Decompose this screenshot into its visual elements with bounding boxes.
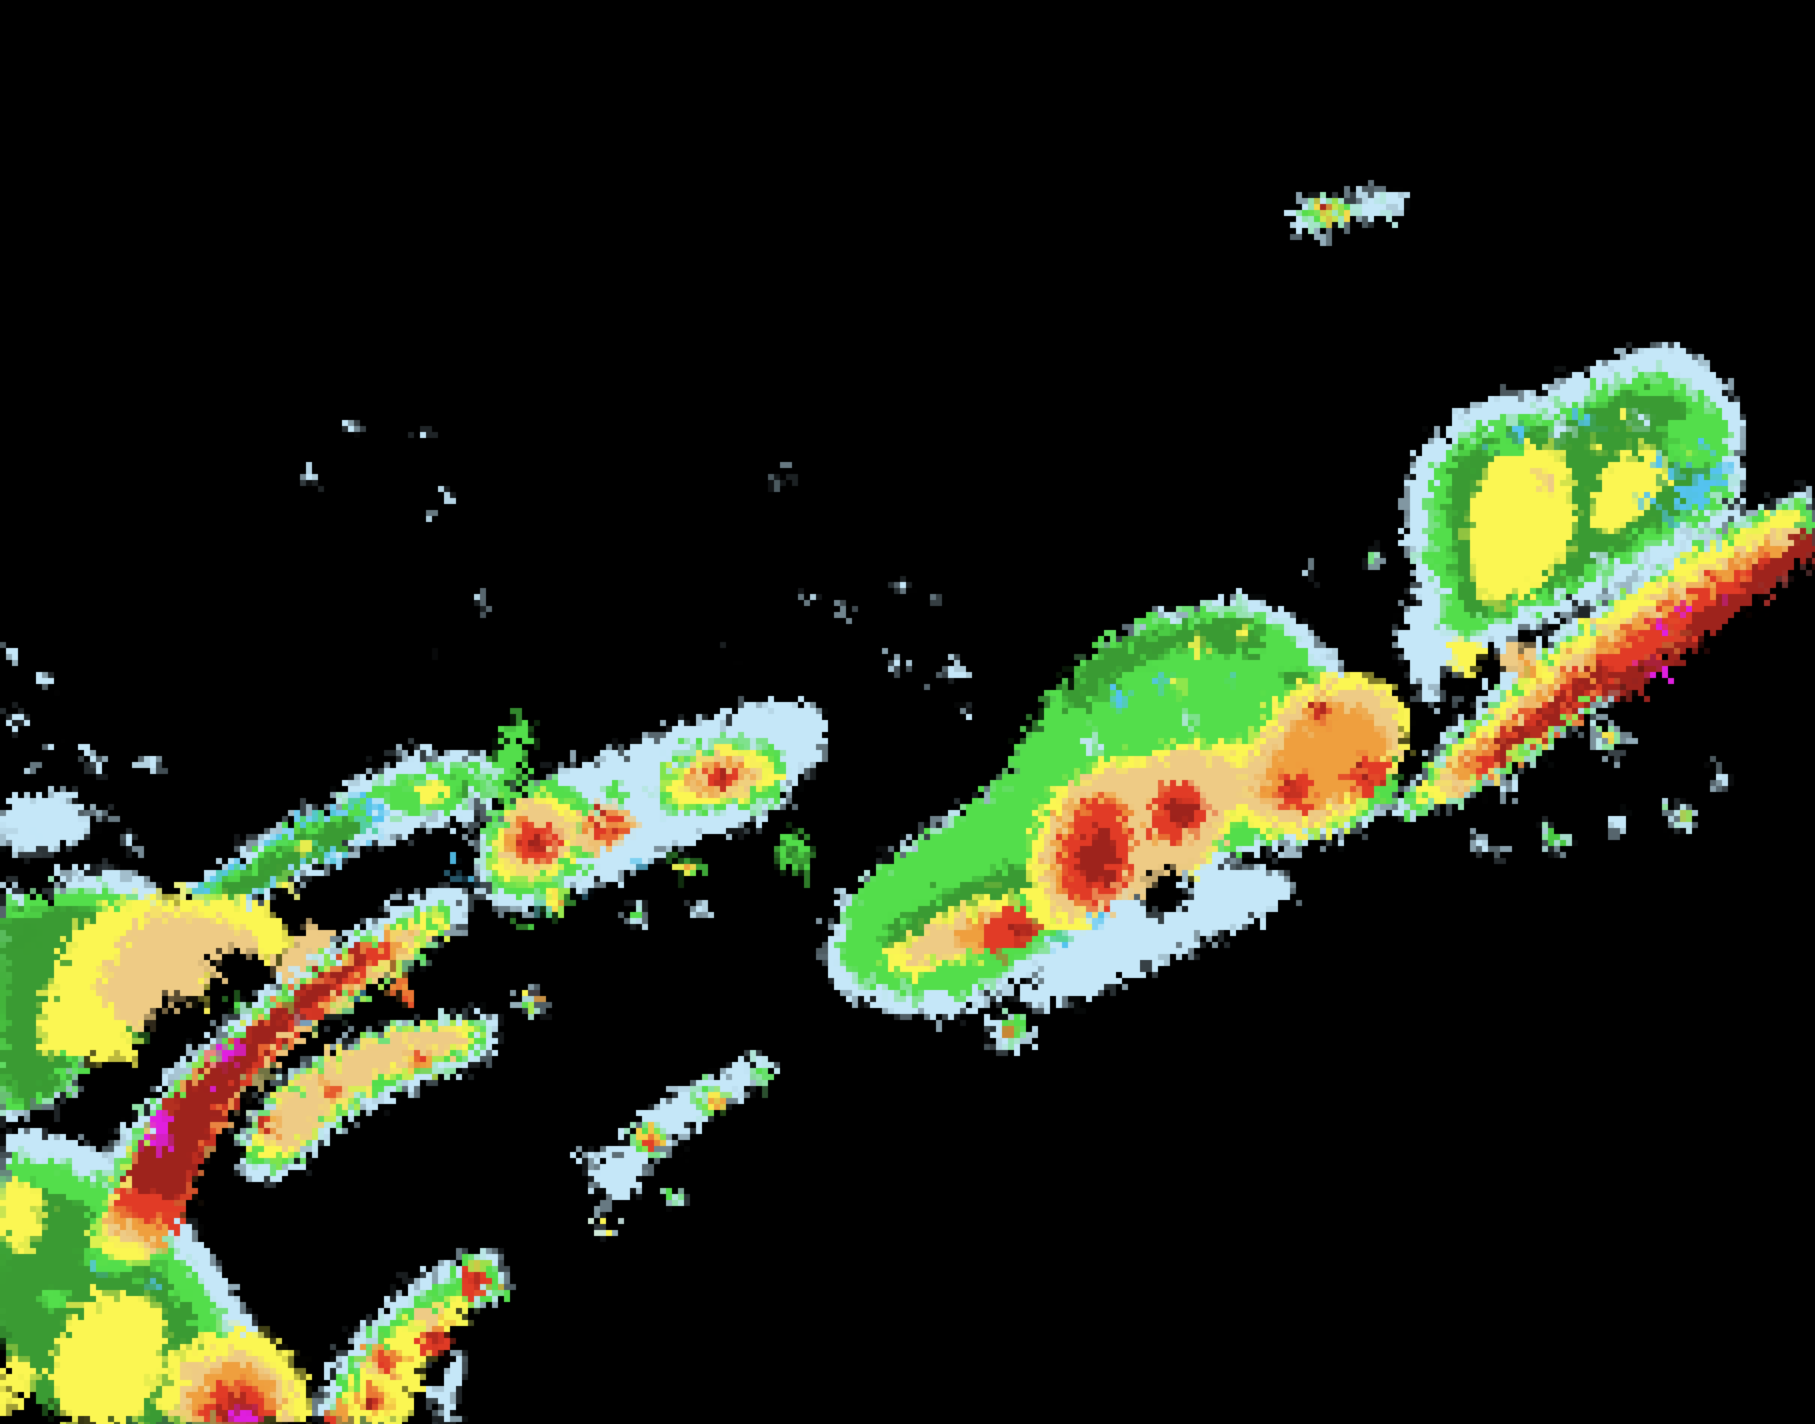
radar-viewport — [0, 0, 1815, 1424]
radar-reflectivity-map — [0, 0, 1815, 1424]
